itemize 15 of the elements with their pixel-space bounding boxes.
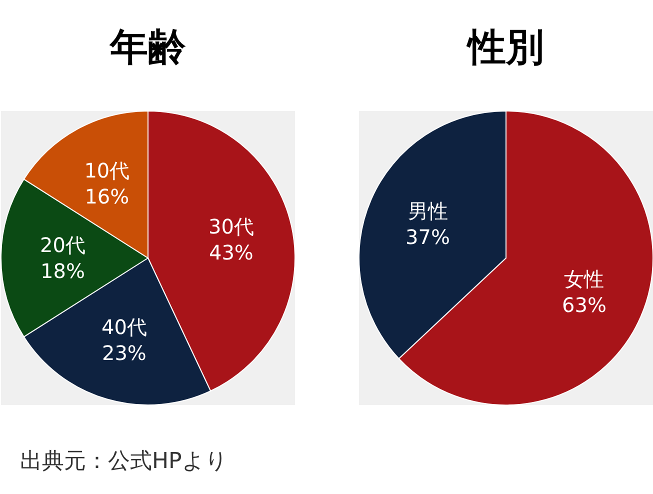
data-label: 63%	[562, 292, 606, 317]
chart-title: 性別	[466, 25, 544, 69]
data-label: 37%	[406, 225, 450, 250]
text: 出典元：公式HPより	[20, 449, 228, 474]
slice-label: 20代	[40, 233, 86, 257]
slice-label: 女性	[564, 266, 604, 291]
data-label: 18%	[40, 259, 85, 283]
slice-label: 40代	[101, 314, 147, 339]
slice-label: 男性	[408, 199, 448, 224]
data-label: 43%	[208, 240, 254, 264]
data-label: 16%	[84, 184, 130, 208]
slice-label: 30代	[208, 214, 254, 238]
data-label: 23%	[102, 340, 146, 365]
slice-label: 10代	[84, 158, 130, 182]
chart-title: 年齢	[109, 25, 186, 69]
